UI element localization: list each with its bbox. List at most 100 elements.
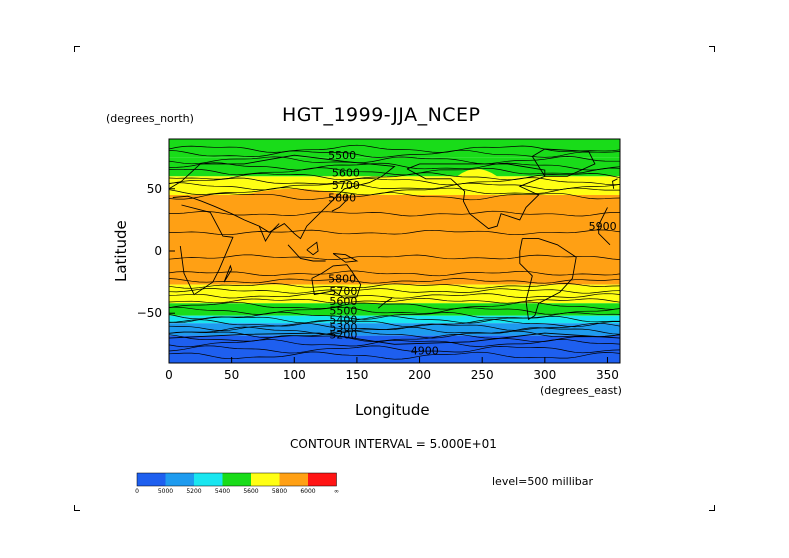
contour-line-25: [168, 326, 621, 335]
corner-mark-top-right: [709, 46, 715, 52]
corner-mark-top-left: [74, 46, 80, 52]
contour-label-6: 5700: [329, 285, 357, 298]
x-tick-label-1: 50: [224, 368, 239, 382]
contour-band-3: [169, 195, 620, 285]
contour-labels: 5500560057005800590058005700560055005400…: [328, 149, 617, 357]
contour-line-10: [169, 210, 620, 217]
x-tick-label-3: 150: [345, 368, 368, 382]
coastline-11: [331, 194, 348, 212]
colorbar-label-6: 6000: [300, 488, 315, 495]
colorbar-swatch-0: [137, 473, 166, 486]
colorbar-frame: [136, 472, 337, 487]
colorbar-swatch-4: [251, 473, 280, 486]
coastline-5: [531, 148, 596, 177]
y-tick-label-0: 50: [147, 182, 162, 196]
coastline-2: [258, 223, 280, 242]
contour-interval-text: CONTOUR INTERVAL = 5.000E+01: [290, 437, 497, 451]
colorbar-swatch-5: [279, 473, 308, 486]
contour-label-2: 5700: [332, 179, 360, 192]
colorbar: 0 5000 5200 5400 5600 5800 6000 ∞: [135, 472, 339, 495]
contour-band-0: [169, 139, 620, 158]
contour-label-1: 5600: [332, 167, 360, 180]
x-tick-label-4: 200: [408, 368, 431, 382]
contour-line-22: [168, 315, 620, 324]
contour-label-9: 5400: [329, 313, 357, 326]
colorbar-label-1: 5000: [158, 488, 173, 495]
colorbar-label-3: 5400: [215, 488, 230, 495]
coastline-4: [406, 163, 546, 230]
colorbar-swatch-2: [194, 473, 223, 486]
corner-mark-bottom-right: [709, 505, 715, 511]
y-axis-ticks: 50 0 −50: [137, 182, 175, 320]
contour-line-14: [168, 278, 621, 284]
contour-label-3: 5800: [328, 191, 356, 204]
contour-line-11: [168, 229, 621, 236]
contour-label-8: 5500: [329, 305, 357, 318]
contour-line-13: [168, 270, 621, 277]
coastline-9: [306, 241, 319, 256]
chart-title: HGT_1999-JJA_NCEP: [282, 104, 481, 126]
contour-line-28: [168, 339, 621, 348]
x-tick-label-6: 300: [533, 368, 556, 382]
x-tick-label-5: 250: [471, 368, 494, 382]
x-tick-label-0: 0: [165, 368, 173, 382]
y-tick-label-1: 0: [154, 244, 162, 258]
level-text: level=500 millibar: [492, 475, 594, 488]
contour-lines: [168, 144, 621, 360]
colorbar-label-0: 0: [135, 488, 139, 495]
coastline-7: [168, 332, 621, 345]
x-axis-label: Longitude: [355, 401, 430, 419]
x-unit-label: (degrees_east): [540, 384, 622, 397]
coastline-8: [287, 244, 326, 262]
contour-label-7: 5600: [329, 295, 357, 308]
contour-band-6: [169, 315, 620, 324]
colorbar-label-5: 5800: [272, 488, 287, 495]
coastline-14: [612, 178, 618, 189]
contour-label-0: 5500: [328, 149, 356, 162]
contour-line-23: [168, 319, 621, 328]
contour-line-2: [168, 156, 620, 165]
coastline-6: [519, 238, 577, 321]
colorbar-label-2: 5200: [186, 488, 201, 495]
coastlines: [168, 148, 621, 345]
colorbar-swatch-1: [165, 473, 194, 486]
contour-band-1: [169, 157, 620, 177]
coastline-3: [311, 264, 362, 299]
contour-label-11: 5200: [329, 328, 357, 341]
contour-line-6: [168, 177, 621, 186]
contour-label-5: 5800: [328, 272, 356, 285]
contour-line-1: [168, 149, 621, 158]
coastline-13: [377, 297, 393, 309]
contour-line-19: [168, 301, 621, 310]
coastline-10: [332, 253, 359, 263]
contour-label-4: 5900: [589, 220, 617, 233]
x-tick-label-7: 350: [596, 368, 619, 382]
x-axis-ticks: 0 50 100 150 200 250 300 350: [165, 357, 619, 382]
contour-line-16: [168, 288, 621, 294]
corner-mark-bottom-left: [74, 505, 80, 511]
colorbar-label-7: ∞: [334, 488, 339, 495]
x-tick-label-2: 100: [283, 368, 306, 382]
contour-label-10: 5300: [329, 321, 357, 334]
contour-band-5: [169, 303, 620, 316]
contour-label-12: 4900: [411, 345, 439, 358]
contour-line-7: [168, 182, 621, 191]
colorbar-swatch-6: [308, 473, 337, 486]
coastline-12: [223, 264, 233, 283]
y-tick-label-2: −50: [137, 306, 162, 320]
ridge-asia: [244, 188, 345, 195]
contour-line-17: [168, 293, 621, 299]
contour-line-3: [168, 162, 621, 171]
colorbar-label-4: 5600: [243, 488, 258, 495]
contour-line-20: [168, 306, 621, 315]
contour-line-9: [168, 192, 621, 201]
coastline-0: [179, 204, 611, 296]
y-unit-label: (degrees_north): [106, 112, 194, 125]
ridge-north-pacific: [457, 168, 498, 177]
contour-line-29: [168, 345, 621, 354]
contour-line-15: [168, 283, 621, 289]
contour-line-12: [168, 254, 621, 260]
colorbar-swatch-3: [222, 473, 251, 486]
contour-line-8: [168, 187, 620, 196]
